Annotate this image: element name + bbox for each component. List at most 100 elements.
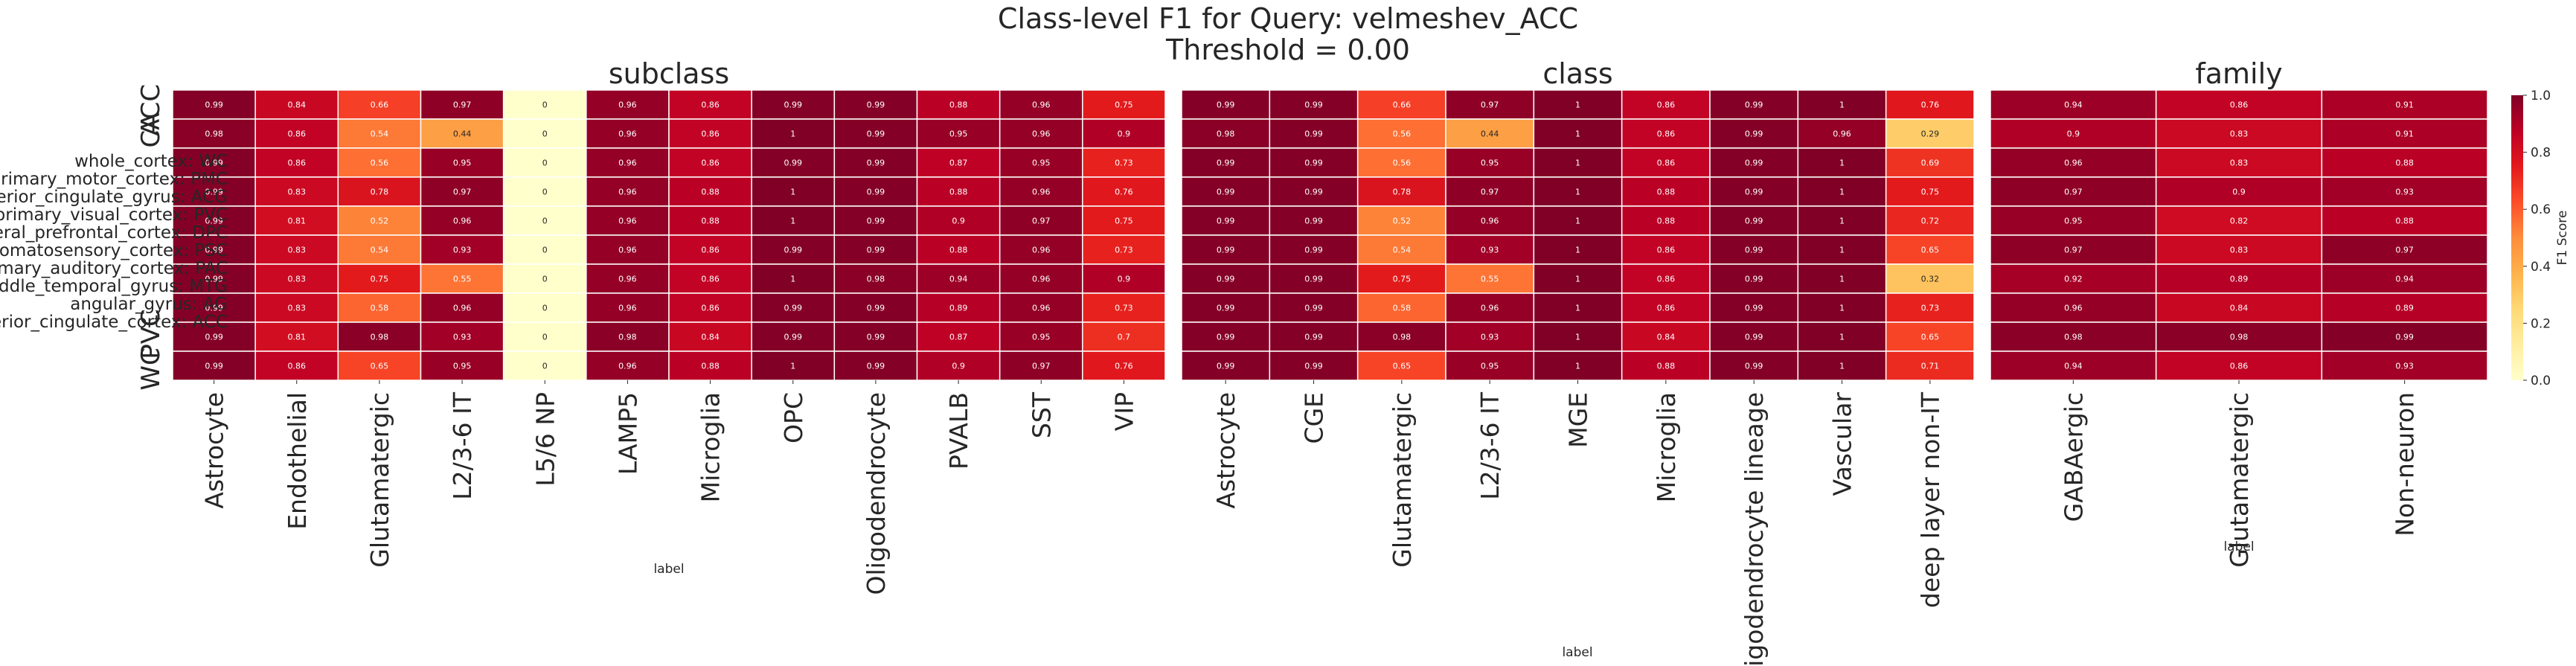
colorbar-tick-label: 0.2 xyxy=(2531,316,2551,331)
column-label: GABAergic xyxy=(2059,392,2088,522)
cell-value-label: 0.86 xyxy=(701,129,720,139)
cell-value-label: 0.44 xyxy=(453,129,472,139)
heatmap-cell xyxy=(2321,321,2488,352)
cell-value-label: 0.9 xyxy=(1118,129,1131,139)
cell-value-label: 0.96 xyxy=(1032,188,1051,197)
column-label: Microglia xyxy=(696,392,725,502)
heatmap-cell xyxy=(1621,205,1711,236)
cell-value-label: 0.76 xyxy=(1115,188,1133,197)
heatmap-cell xyxy=(337,263,422,294)
cell-value-label: 0.95 xyxy=(1032,159,1051,168)
heatmap-cell xyxy=(586,263,670,294)
cell-value-label: 0.83 xyxy=(288,304,307,313)
heatmap-cell xyxy=(668,147,752,178)
heatmap-cell xyxy=(1709,234,1799,265)
cell-value-label: 0.58 xyxy=(1393,304,1412,313)
heatmap-cell xyxy=(1082,321,1166,352)
heatmap-cell xyxy=(1181,176,1271,207)
cell-value-label: 1 xyxy=(1839,333,1845,342)
column-label: L5/6 NP xyxy=(531,392,560,487)
cell-value-label: 0.99 xyxy=(1304,275,1323,284)
cell-value-label: 0.93 xyxy=(1481,246,1499,255)
cell-value-label: 0.75 xyxy=(1115,217,1133,226)
cell-value-label: 0.86 xyxy=(288,159,307,168)
cell-value-label: 0.99 xyxy=(1304,100,1323,110)
heatmap-cell xyxy=(420,350,504,381)
cell-value-label: 0.99 xyxy=(867,188,885,197)
cell-value-label: 0.99 xyxy=(205,275,223,284)
cell-value-label: 0.95 xyxy=(1481,362,1499,371)
cell-value-label: 0.96 xyxy=(618,129,637,139)
cell-value-label: 0.99 xyxy=(1745,304,1763,313)
cell-value-label: 0 xyxy=(542,159,548,168)
cell-value-label: 0.73 xyxy=(1115,304,1133,313)
heatmap-cell xyxy=(1269,234,1359,265)
heatmap-cell xyxy=(1533,147,1623,178)
cell-value-label: 0.73 xyxy=(1115,159,1133,168)
heatmap-cell xyxy=(1709,89,1799,120)
cell-value-label: 0.96 xyxy=(1032,304,1051,313)
colorbar-tick-label: 1.0 xyxy=(2531,89,2551,103)
row-label: ACC xyxy=(136,84,166,136)
cell-value-label: 0.98 xyxy=(1217,129,1235,139)
heatmap-cell xyxy=(1082,234,1166,265)
column-label: Glutamatergic xyxy=(2225,392,2254,568)
heatmap-cell xyxy=(751,176,836,207)
cell-value-label: 0.82 xyxy=(2230,217,2249,226)
cell-value-label: 0.86 xyxy=(1657,275,1676,284)
cell-value-label: 0 xyxy=(542,129,548,139)
cell-value-label: 0.98 xyxy=(1393,333,1412,342)
column-label: VIP xyxy=(1109,392,1138,431)
cell-value-label: 0.75 xyxy=(1921,188,1940,197)
cell-value-label: 0.56 xyxy=(1393,129,1412,139)
cell-value-label: 0.99 xyxy=(867,100,885,110)
heatmap-cell xyxy=(1269,89,1359,120)
column-label: Oligodendrocyte xyxy=(862,392,891,595)
column-label: L2/3-6 IT xyxy=(1476,391,1505,500)
heatmap-cell xyxy=(916,350,1001,381)
cell-value-label: 0 xyxy=(542,304,548,313)
cell-value-label: 0.99 xyxy=(867,217,885,226)
cell-value-label: 1 xyxy=(790,362,795,371)
cell-value-label: 0.99 xyxy=(205,217,223,226)
cell-value-label: 0.99 xyxy=(867,129,885,139)
heatmap-cell xyxy=(1797,176,1887,207)
heatmap-cell xyxy=(1885,147,1975,178)
row-label: middle_temporal_gyrus: MTG xyxy=(0,277,228,296)
heatmap-cell xyxy=(833,350,918,381)
heatmap-cell xyxy=(1181,321,1271,352)
panel-class: class 0.99 0.99 0.66 0.97 1 0.86 0.99 1 0.76 0.98 0… xyxy=(1181,57,1975,666)
cell-value-label: 0.73 xyxy=(1115,246,1133,255)
heatmap-cell xyxy=(420,234,504,265)
cell-value-label: 0.96 xyxy=(1032,275,1051,284)
heatmap-cell xyxy=(916,263,1001,294)
heatmap-cell xyxy=(1621,234,1711,265)
cell-value-label: 0.75 xyxy=(1393,275,1412,284)
heatmap-cell xyxy=(254,321,339,352)
column-label: Vascular xyxy=(1828,392,1857,496)
heatmap-cell xyxy=(337,176,422,207)
cell-value-label: 0.94 xyxy=(949,275,968,284)
row-label: PVC xyxy=(136,309,166,359)
cell-value-label: 0.88 xyxy=(701,188,720,197)
cell-value-label: 0.98 xyxy=(618,333,637,342)
cell-value-label: 0.96 xyxy=(453,304,472,313)
cell-value-label: 0.83 xyxy=(2230,246,2249,255)
cell-value-label: 0.99 xyxy=(1745,362,1763,371)
row-label: anterior_cingulate_cortex: ACC xyxy=(0,313,228,332)
cell-value-label: 0.99 xyxy=(1304,333,1323,342)
cell-value-label: 0.99 xyxy=(1745,217,1763,226)
heatmap-cell xyxy=(999,234,1083,265)
cell-value-label: 0.86 xyxy=(701,159,720,168)
heatmap-cell xyxy=(751,147,836,178)
cell-value-label: 0 xyxy=(542,100,548,110)
heatmap-cell xyxy=(2321,89,2488,120)
heatmap-cell xyxy=(502,263,587,294)
cell-value-label: 0.99 xyxy=(1745,129,1763,139)
cell-value-label: 0.96 xyxy=(1032,100,1051,110)
heatmap-cell xyxy=(172,321,256,352)
cell-value-label: 0.99 xyxy=(867,246,885,255)
cell-value-label: 0.99 xyxy=(1217,188,1235,197)
heatmap-cell xyxy=(1181,205,1271,236)
heatmap-cell xyxy=(2321,292,2488,323)
